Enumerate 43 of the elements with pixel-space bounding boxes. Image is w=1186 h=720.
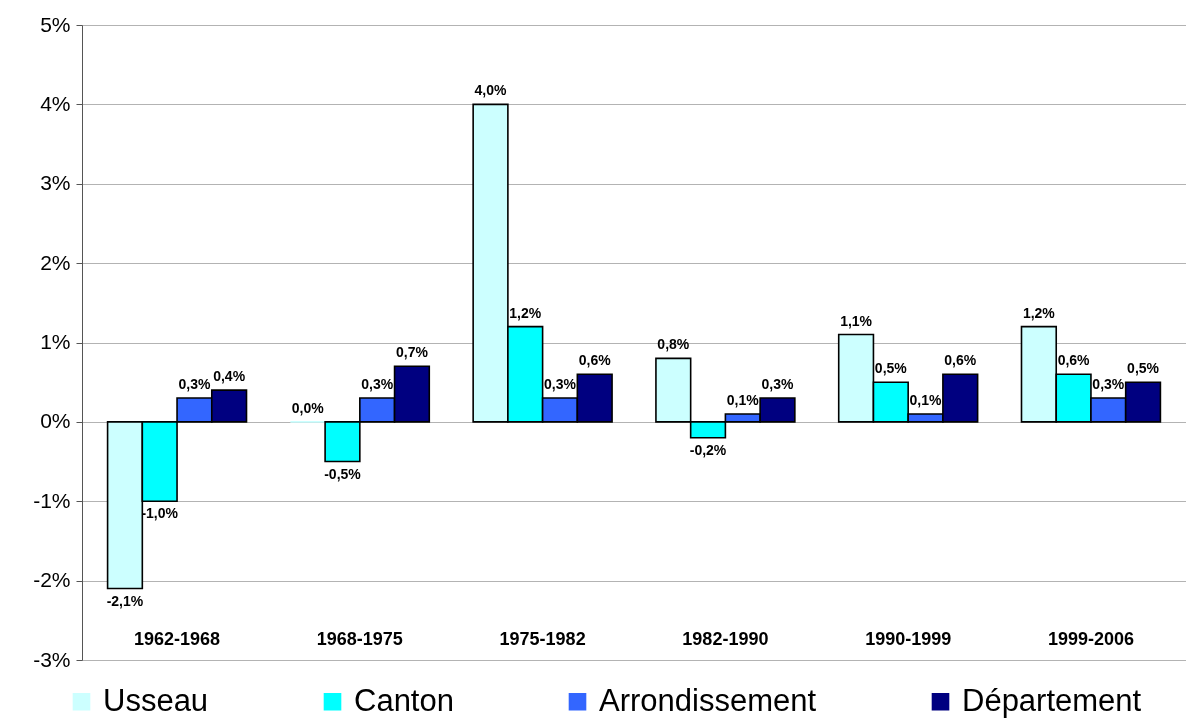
data-label: 0,3% (761, 376, 794, 393)
legend-label: Canton (354, 682, 454, 718)
data-label: 1,2% (509, 304, 542, 321)
data-label: 0,8% (657, 336, 690, 353)
y-tick-label: -1% (33, 488, 71, 512)
data-label: -0,5% (324, 465, 362, 482)
x-tick-label: 1982-1990 (682, 628, 769, 649)
y-tick-label: -2% (33, 568, 71, 592)
data-label: 0,1% (909, 391, 943, 408)
data-label: 0,5% (874, 360, 908, 377)
data-label: 1,1% (840, 312, 873, 329)
data-label: -0,2% (689, 441, 727, 458)
data-label: 0,6% (944, 352, 977, 369)
y-tick-label: 4% (40, 91, 71, 115)
data-label: -2,1% (106, 592, 144, 609)
data-label: 0,3% (361, 376, 394, 393)
x-tick-label: 1990-1999 (865, 628, 952, 649)
y-tick-label: 2% (40, 250, 71, 274)
data-label: 0,3% (1092, 376, 1125, 393)
data-label: 0,6% (578, 352, 612, 369)
y-tick-label: 0% (40, 409, 71, 433)
data-label: 1,2% (1022, 304, 1056, 321)
data-label: 0,3% (178, 376, 211, 393)
data-label: 0,7% (395, 344, 429, 361)
data-label: 0,1% (726, 391, 760, 408)
data-label: 0,5% (1127, 360, 1160, 377)
data-label: -1,0% (141, 505, 179, 522)
y-tick-label: 1% (40, 330, 71, 353)
y-tick-label: 5% (40, 12, 71, 36)
x-tick-label: 1999-2006 (1047, 628, 1134, 649)
x-tick-label: 1962-1968 (134, 628, 221, 649)
data-label: 0,3% (544, 376, 577, 393)
data-label: 0,6% (1057, 352, 1091, 369)
x-tick-label: 1975-1982 (499, 628, 586, 649)
x-tick-label: 1968-1975 (316, 628, 403, 649)
data-label: 0,4% (213, 368, 246, 385)
y-tick-label: -3% (33, 647, 71, 671)
legend-label: Arrondissement (599, 682, 817, 718)
y-tick-label: 3% (40, 171, 71, 195)
data-label: 4,0% (474, 82, 508, 99)
legend-label: Département (962, 682, 1142, 718)
legend-label: Usseau (103, 682, 209, 718)
data-label: 0,0% (291, 399, 325, 416)
